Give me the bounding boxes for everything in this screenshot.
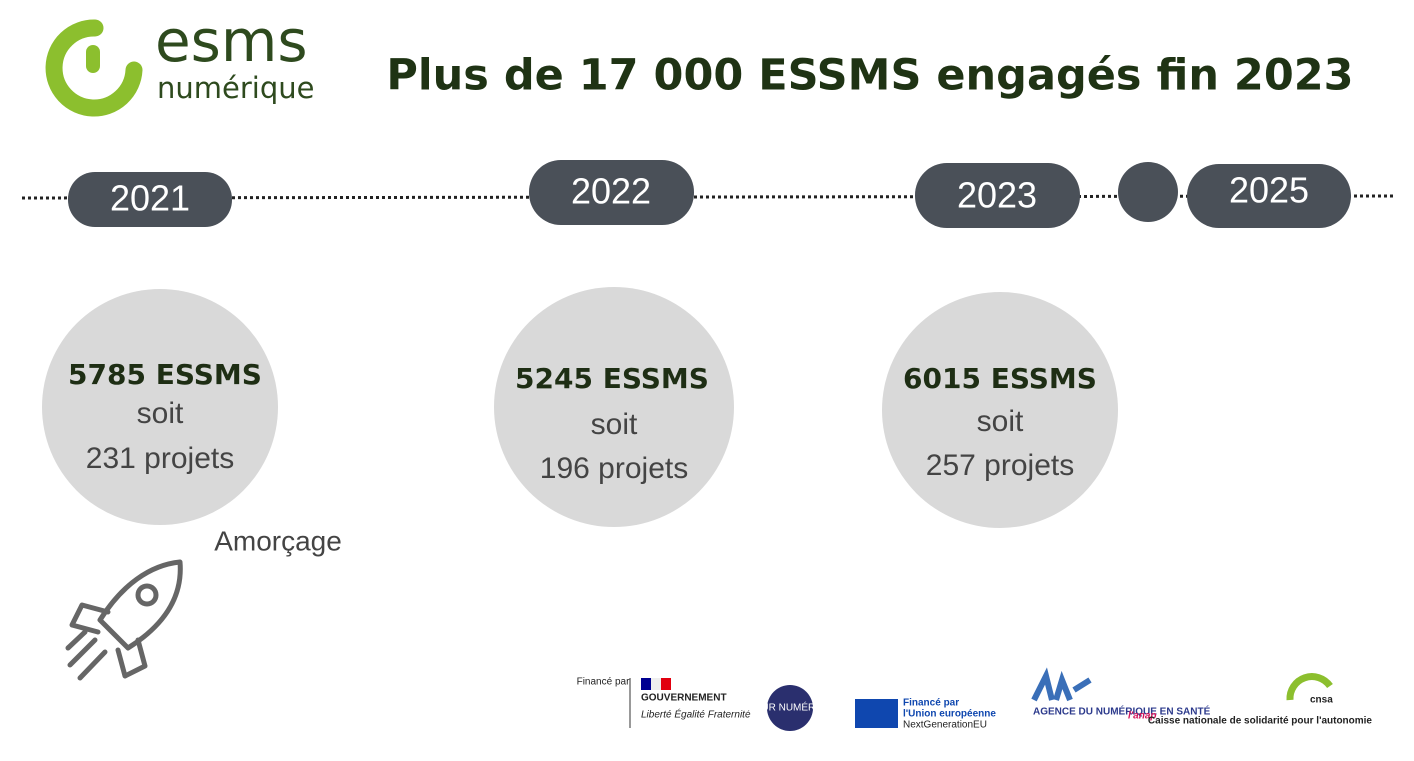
year-pill <box>915 163 1080 228</box>
year-pill <box>529 160 694 225</box>
year-label: 2021 <box>110 178 190 219</box>
essms-count: 5785 ESSMS <box>68 358 262 391</box>
essms-count: 5245 ESSMS <box>515 362 709 395</box>
stat-circle <box>882 292 1118 528</box>
projets: 231 projets <box>86 442 234 475</box>
ans-logo <box>1031 667 1092 702</box>
sponsor-text: l'Union européenne <box>903 709 996 720</box>
stat-circle <box>494 287 734 527</box>
year-pill <box>1187 164 1351 228</box>
sponsor-text: Financé par <box>903 698 959 709</box>
stat-circle <box>42 289 278 525</box>
flag <box>661 678 671 690</box>
title: Plus de 17 000 ESSMS engagés fin 2023 <box>386 51 1353 101</box>
logo-bar <box>86 45 100 73</box>
flag <box>641 678 651 690</box>
eu-flag <box>855 699 898 728</box>
blank-dot <box>1118 162 1178 222</box>
segur-logo <box>767 685 813 731</box>
sponsor-text: cnsa <box>1310 695 1333 706</box>
sponsor-text: Caisse nationale de solidarité pour l'au… <box>1148 716 1373 727</box>
sponsor-text: Financé par <box>577 677 630 688</box>
soit: soit <box>137 397 184 430</box>
logo-subtext: numérique <box>157 71 314 105</box>
sponsor-text: AGENCE DU NUMÉRIQUE EN SANTÉ <box>1033 705 1211 718</box>
projets: 196 projets <box>540 452 688 485</box>
year-label: 2025 <box>1229 170 1309 211</box>
essms-count: 6015 ESSMS <box>903 362 1097 395</box>
year-label: 2023 <box>957 175 1037 216</box>
sponsor-text: NextGenerationEU <box>903 720 987 731</box>
sponsor-text: SÉGUR NUMÉRIQUE <box>740 701 840 714</box>
soit: soit <box>591 408 638 441</box>
year-label: 2022 <box>571 171 651 212</box>
logo-text: esms <box>155 7 308 75</box>
cnsa-arc <box>1286 673 1333 701</box>
logo-swoosh <box>45 19 143 117</box>
phase-label: Amorçage <box>214 525 342 556</box>
soit: soit <box>977 405 1024 438</box>
timeline-line <box>21 194 1395 200</box>
sponsor-text: l'anap <box>1128 711 1157 722</box>
projets: 257 projets <box>926 449 1074 482</box>
flag <box>651 678 661 690</box>
sponsor-text: Liberté Égalité Fraternité <box>641 708 751 721</box>
year-pill <box>68 172 232 227</box>
rocket-icon <box>65 559 183 681</box>
sponsor-text: GOUVERNEMENT <box>641 693 727 704</box>
